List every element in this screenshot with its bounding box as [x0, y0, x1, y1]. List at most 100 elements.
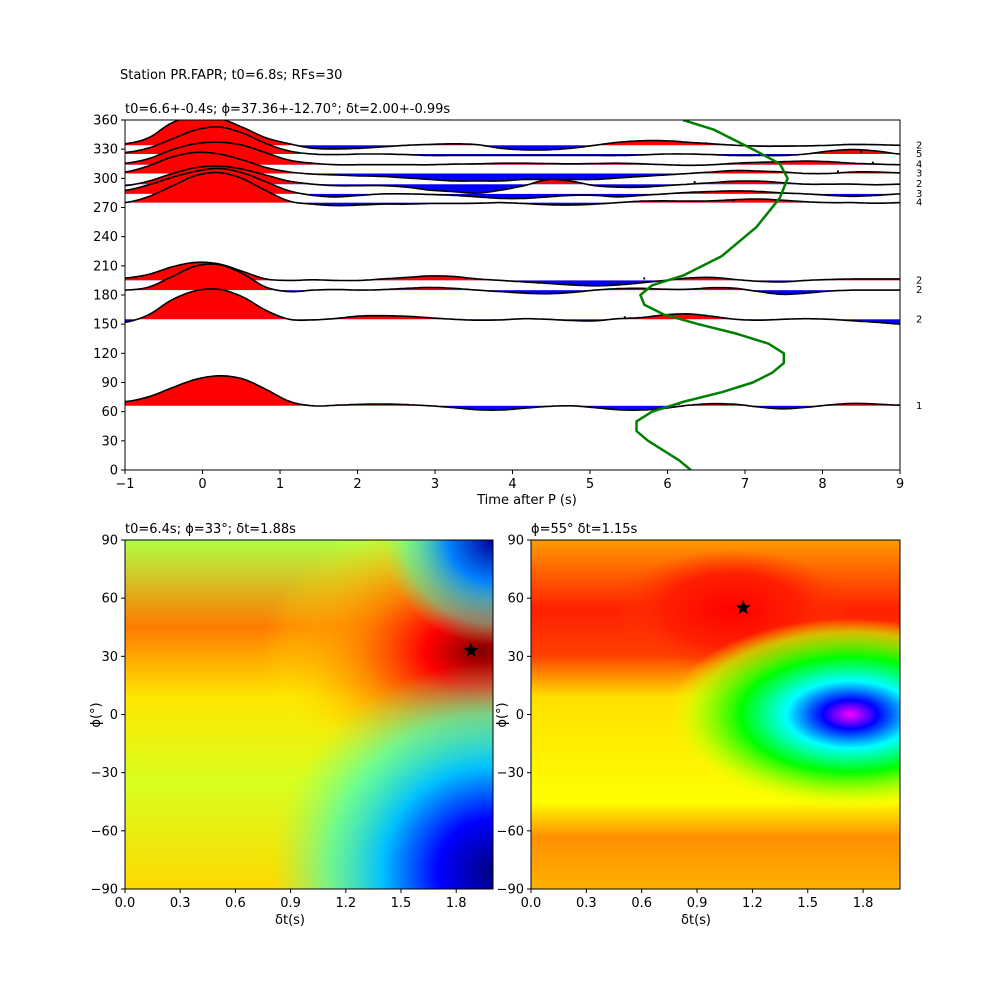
left-map-corner-zone	[125, 540, 493, 889]
trace-panel-ytick-label: 360	[93, 114, 118, 129]
energy-map-right: ϕ=55° δt=1.15s 0.0 0.3 0.6 0.9 1.2 1.5 1.8 −90 −…	[495, 522, 901, 928]
trace-pick-marker	[732, 199, 735, 202]
left-map-best-fit-star	[463, 642, 479, 657]
trace-pick-marker	[643, 277, 646, 280]
trace-panel-ytick-label: 30	[101, 434, 118, 449]
left-map-xtick-label: 0.0	[115, 896, 136, 911]
trace-fill-negative	[125, 173, 900, 182]
trace-count-label: 5	[916, 149, 922, 160]
trace-count-label: 1	[916, 401, 922, 412]
trace-line	[125, 151, 900, 182]
right-map-xlabel: δt(s)	[681, 913, 711, 928]
left-map-xtick-label: 0.9	[280, 896, 301, 911]
left-map-xtick-label: 0.3	[170, 896, 191, 911]
trace-fill-positive	[125, 264, 900, 291]
right-map-xtick-label: 0.6	[631, 896, 652, 911]
trace-fill-negative	[125, 145, 900, 150]
trace-panel-xlabel: Time after P (s)	[476, 493, 577, 508]
left-map-ylabel: ϕ(°)	[89, 702, 104, 727]
trace-count-label: 2	[916, 275, 922, 286]
trace-count-label: 3	[916, 189, 922, 200]
trace-pick-marker	[623, 316, 626, 319]
right-map-ytick-label: −30	[497, 766, 524, 781]
trace-line	[125, 120, 900, 151]
trace-line	[125, 375, 900, 412]
trace-panel-ytick-label: 270	[93, 201, 118, 216]
trace-panel-title: t0=6.6+-0.4s; ϕ=37.36+-12.70°; δt=2.00+-…	[125, 102, 450, 117]
trace-panel-xtick-label: 2	[353, 477, 361, 492]
trace-pick-marker	[759, 190, 762, 193]
left-map-ytick-label: 0	[110, 708, 118, 723]
right-map-ytick-label: −60	[497, 824, 524, 839]
trace-fill-positive	[125, 172, 900, 203]
trace-panel-xtick-label: 1	[276, 477, 284, 492]
right-map-xtick-label: 1.2	[742, 896, 763, 911]
trace-count-label: 4	[916, 198, 922, 209]
trace-count-label: 3	[916, 168, 922, 179]
figure-suptitle: Station PR.FAPR; t0=6.8s; RFs=30	[120, 68, 342, 83]
trace-count-label: 2	[916, 179, 922, 190]
trace-panel-ytick-label: 180	[93, 289, 118, 304]
right-map-ytick-label: 60	[507, 592, 524, 607]
trace-panel-xtick-label: −1	[115, 477, 134, 492]
trace-panel-xtick-label: 0	[198, 477, 206, 492]
trace-panel-ytick-label: 300	[93, 172, 118, 187]
trace-line	[125, 167, 900, 200]
trace-line	[125, 261, 900, 287]
trace-fill-positive	[125, 375, 900, 406]
left-map-title: t0=6.4s; ϕ=33°; δt=1.88s	[125, 522, 296, 537]
left-map-ytick-label: −60	[91, 824, 118, 839]
left-map-ytick-label: −90	[91, 883, 118, 898]
trace-panel-ytick-label: 240	[93, 230, 118, 245]
left-map-ytick-label: 90	[101, 534, 118, 549]
trace-count-label: 2	[916, 314, 922, 325]
trace-panel-ytick-label: 90	[101, 376, 118, 391]
trace-panel-ytick-label: 330	[93, 143, 118, 158]
trace-pick-marker	[705, 142, 708, 145]
right-map-title: ϕ=55° δt=1.15s	[531, 522, 638, 537]
trace-line	[125, 165, 900, 194]
trace-panel-ytick-label: 60	[101, 405, 118, 420]
trace-count-label: 2	[916, 140, 922, 151]
left-map-ytick-label: 30	[101, 650, 118, 665]
trace-panel-xtick-label: 9	[896, 477, 904, 492]
right-map-ylabel: ϕ(°)	[495, 702, 510, 727]
trace-panel-ytick-label: 0	[110, 464, 118, 479]
trace-panel-xtick-label: 6	[663, 477, 671, 492]
trace-panel-xtick-label: 8	[818, 477, 826, 492]
trace-fill-negative	[313, 405, 821, 411]
trace-count-label: 4	[916, 160, 922, 171]
right-map-ytick-label: 90	[507, 534, 524, 549]
trace-pick-marker	[837, 170, 839, 173]
trace-pick-marker	[693, 181, 696, 184]
trace-line	[125, 288, 900, 325]
left-map-xtick-label: 1.8	[446, 896, 467, 911]
trace-fill-negative	[125, 193, 900, 199]
trace-panel-xtick-label: 3	[431, 477, 439, 492]
right-map-xtick-label: 0.9	[687, 896, 708, 911]
right-map-low-zone	[531, 540, 900, 889]
trace-line	[125, 171, 900, 207]
t0-curve	[635, 120, 789, 470]
trace-pick-marker	[860, 151, 863, 154]
trace-panel-ytick-label: 150	[93, 318, 118, 333]
right-map-xtick-label: 0.3	[576, 896, 597, 911]
right-map-xtick-label: 0.0	[521, 896, 542, 911]
right-map-ytick-label: 0	[516, 708, 524, 723]
energy-map-left: t0=6.4s; ϕ=33°; δt=1.88s 0.0 0.3 0.6 0.9 1.2…	[89, 522, 494, 928]
left-map-xtick-label: 1.5	[391, 896, 412, 911]
trace-panel-xtick-label: 5	[586, 477, 594, 492]
trace-line	[125, 126, 900, 157]
right-map-best-fit-star	[735, 599, 751, 615]
right-map-ytick-label: −90	[497, 883, 524, 898]
trace-panel-ytick-label: 120	[93, 347, 118, 362]
trace-pick-marker	[871, 161, 874, 164]
trace-count-label: 2	[916, 285, 922, 296]
right-map-xtick-label: 1.5	[797, 896, 818, 911]
left-map-xtick-label: 0.6	[225, 896, 246, 911]
right-map-ytick-label: 30	[507, 650, 524, 665]
left-map-xtick-label: 1.2	[335, 896, 356, 911]
trace-panel-ytick-label: 210	[93, 259, 118, 274]
left-map-xlabel: δt(s)	[275, 913, 305, 928]
